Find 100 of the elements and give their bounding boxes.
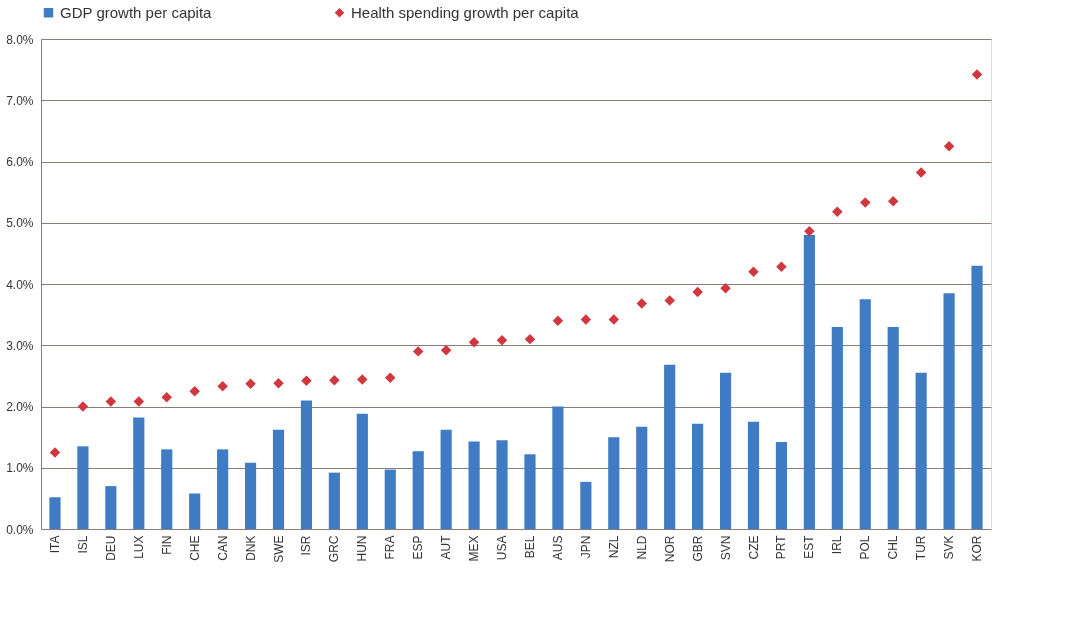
- bar: [719, 372, 732, 529]
- y-tick-label: 3.0%: [6, 338, 34, 353]
- point: [860, 197, 871, 208]
- point: [440, 344, 452, 356]
- bar: [859, 299, 871, 529]
- x-tick-label: SVK: [942, 535, 957, 560]
- x-tick-label: ESP: [411, 535, 426, 560]
- bar: [133, 417, 145, 529]
- point: [776, 261, 787, 273]
- bar: [328, 472, 340, 529]
- x-tick-label: ISR: [299, 535, 314, 556]
- legend-label: GDP growth per capita: [60, 3, 213, 21]
- point: [636, 298, 647, 309]
- bar: [608, 437, 620, 529]
- point: [329, 374, 340, 386]
- y-tick-label: 8.0%: [6, 32, 34, 47]
- y-tick-label: 5.0%: [6, 216, 34, 231]
- point: [720, 283, 731, 294]
- bar: [664, 364, 676, 529]
- bar: [161, 449, 173, 529]
- bar: [77, 446, 89, 529]
- bar: [412, 451, 424, 529]
- point: [49, 447, 61, 458]
- x-tick-label: ITA: [47, 535, 62, 554]
- bar: [915, 372, 927, 529]
- bar: [496, 440, 508, 529]
- bar: [580, 481, 592, 529]
- y-tick-label: 4.0%: [6, 277, 34, 292]
- point: [804, 226, 815, 237]
- x-tick-label: GRC: [327, 535, 342, 563]
- bar: [217, 449, 229, 529]
- point: [524, 333, 536, 345]
- x-tick-label: HUN: [355, 535, 370, 562]
- bar: [244, 462, 257, 529]
- bar: [105, 486, 117, 529]
- x-tick-label: USA: [495, 535, 510, 561]
- x-tick-label: SWE: [271, 535, 286, 563]
- point: [357, 374, 368, 385]
- point: [692, 286, 703, 298]
- x-tick-label: DNK: [243, 535, 258, 561]
- point: [496, 335, 508, 346]
- bar: [384, 469, 396, 529]
- y-tick-label: 6.0%: [6, 155, 34, 169]
- bar: [971, 265, 983, 529]
- bar: [747, 421, 760, 529]
- bar: [356, 413, 368, 529]
- point: [664, 295, 675, 306]
- point: [887, 196, 899, 207]
- point: [971, 69, 983, 80]
- x-tick-label: CAN: [215, 535, 230, 561]
- point: [412, 346, 424, 357]
- x-tick-label: CHL: [886, 535, 901, 560]
- bar: [272, 429, 285, 529]
- point: [189, 385, 200, 397]
- x-tick-label: NOR: [662, 535, 677, 563]
- x-tick-label: IRL: [830, 535, 845, 555]
- x-tick-label: NZL: [606, 535, 621, 559]
- bar: [943, 293, 955, 529]
- x-tick-label: BEL: [522, 535, 537, 559]
- point: [608, 314, 620, 325]
- y-tick-label: 1.0%: [6, 461, 34, 476]
- bar: [524, 454, 536, 529]
- bar: [887, 326, 899, 529]
- point: [273, 377, 284, 389]
- x-tick-label: CHE: [187, 535, 202, 561]
- x-tick-label: JPN: [578, 535, 593, 559]
- point: [161, 392, 172, 403]
- bar: [831, 326, 843, 529]
- point: [748, 266, 759, 277]
- point: [832, 206, 843, 217]
- legend-label: Health spending growth per capita: [351, 3, 580, 21]
- bar: [775, 442, 788, 529]
- x-tick-label: NLD: [634, 535, 649, 560]
- point: [301, 375, 312, 387]
- x-tick-label: AUS: [550, 535, 565, 561]
- point: [468, 336, 480, 348]
- x-tick-label: TUR: [914, 535, 929, 561]
- point: [915, 167, 927, 178]
- bar: [636, 426, 648, 529]
- x-tick-label: AUT: [439, 534, 454, 560]
- bar: [803, 235, 815, 529]
- y-tick-label: 7.0%: [6, 93, 34, 108]
- bar: [189, 493, 201, 529]
- bar: [552, 406, 564, 529]
- x-tick-label: MEX: [467, 535, 482, 562]
- point: [943, 140, 955, 152]
- point: [133, 396, 145, 407]
- point: [245, 378, 256, 390]
- y-tick-label: 2.0%: [6, 400, 34, 414]
- point: [552, 315, 564, 326]
- bar: [49, 497, 61, 529]
- point: [77, 401, 89, 412]
- x-tick-label: LUX: [131, 535, 146, 559]
- bar: [300, 400, 313, 529]
- x-tick-label: FRA: [383, 535, 398, 560]
- x-tick-label: SVN: [718, 535, 733, 561]
- point: [580, 314, 592, 325]
- x-tick-label: FIN: [159, 535, 174, 555]
- point: [385, 372, 396, 383]
- x-tick-label: CZE: [746, 535, 761, 560]
